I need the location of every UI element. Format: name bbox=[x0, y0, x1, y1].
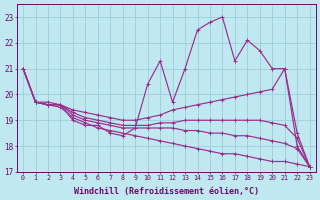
X-axis label: Windchill (Refroidissement éolien,°C): Windchill (Refroidissement éolien,°C) bbox=[74, 187, 259, 196]
